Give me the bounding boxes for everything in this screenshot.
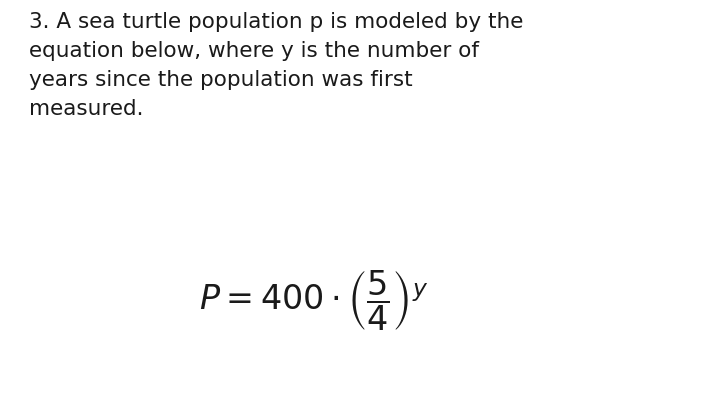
Text: 3. A sea turtle population p is modeled by the
equation below, where y is the nu: 3. A sea turtle population p is modeled … bbox=[29, 12, 523, 119]
Text: $P = 400 \cdot \left(\dfrac{5}{4}\right)^{y}$: $P = 400 \cdot \left(\dfrac{5}{4}\right)… bbox=[199, 269, 429, 333]
